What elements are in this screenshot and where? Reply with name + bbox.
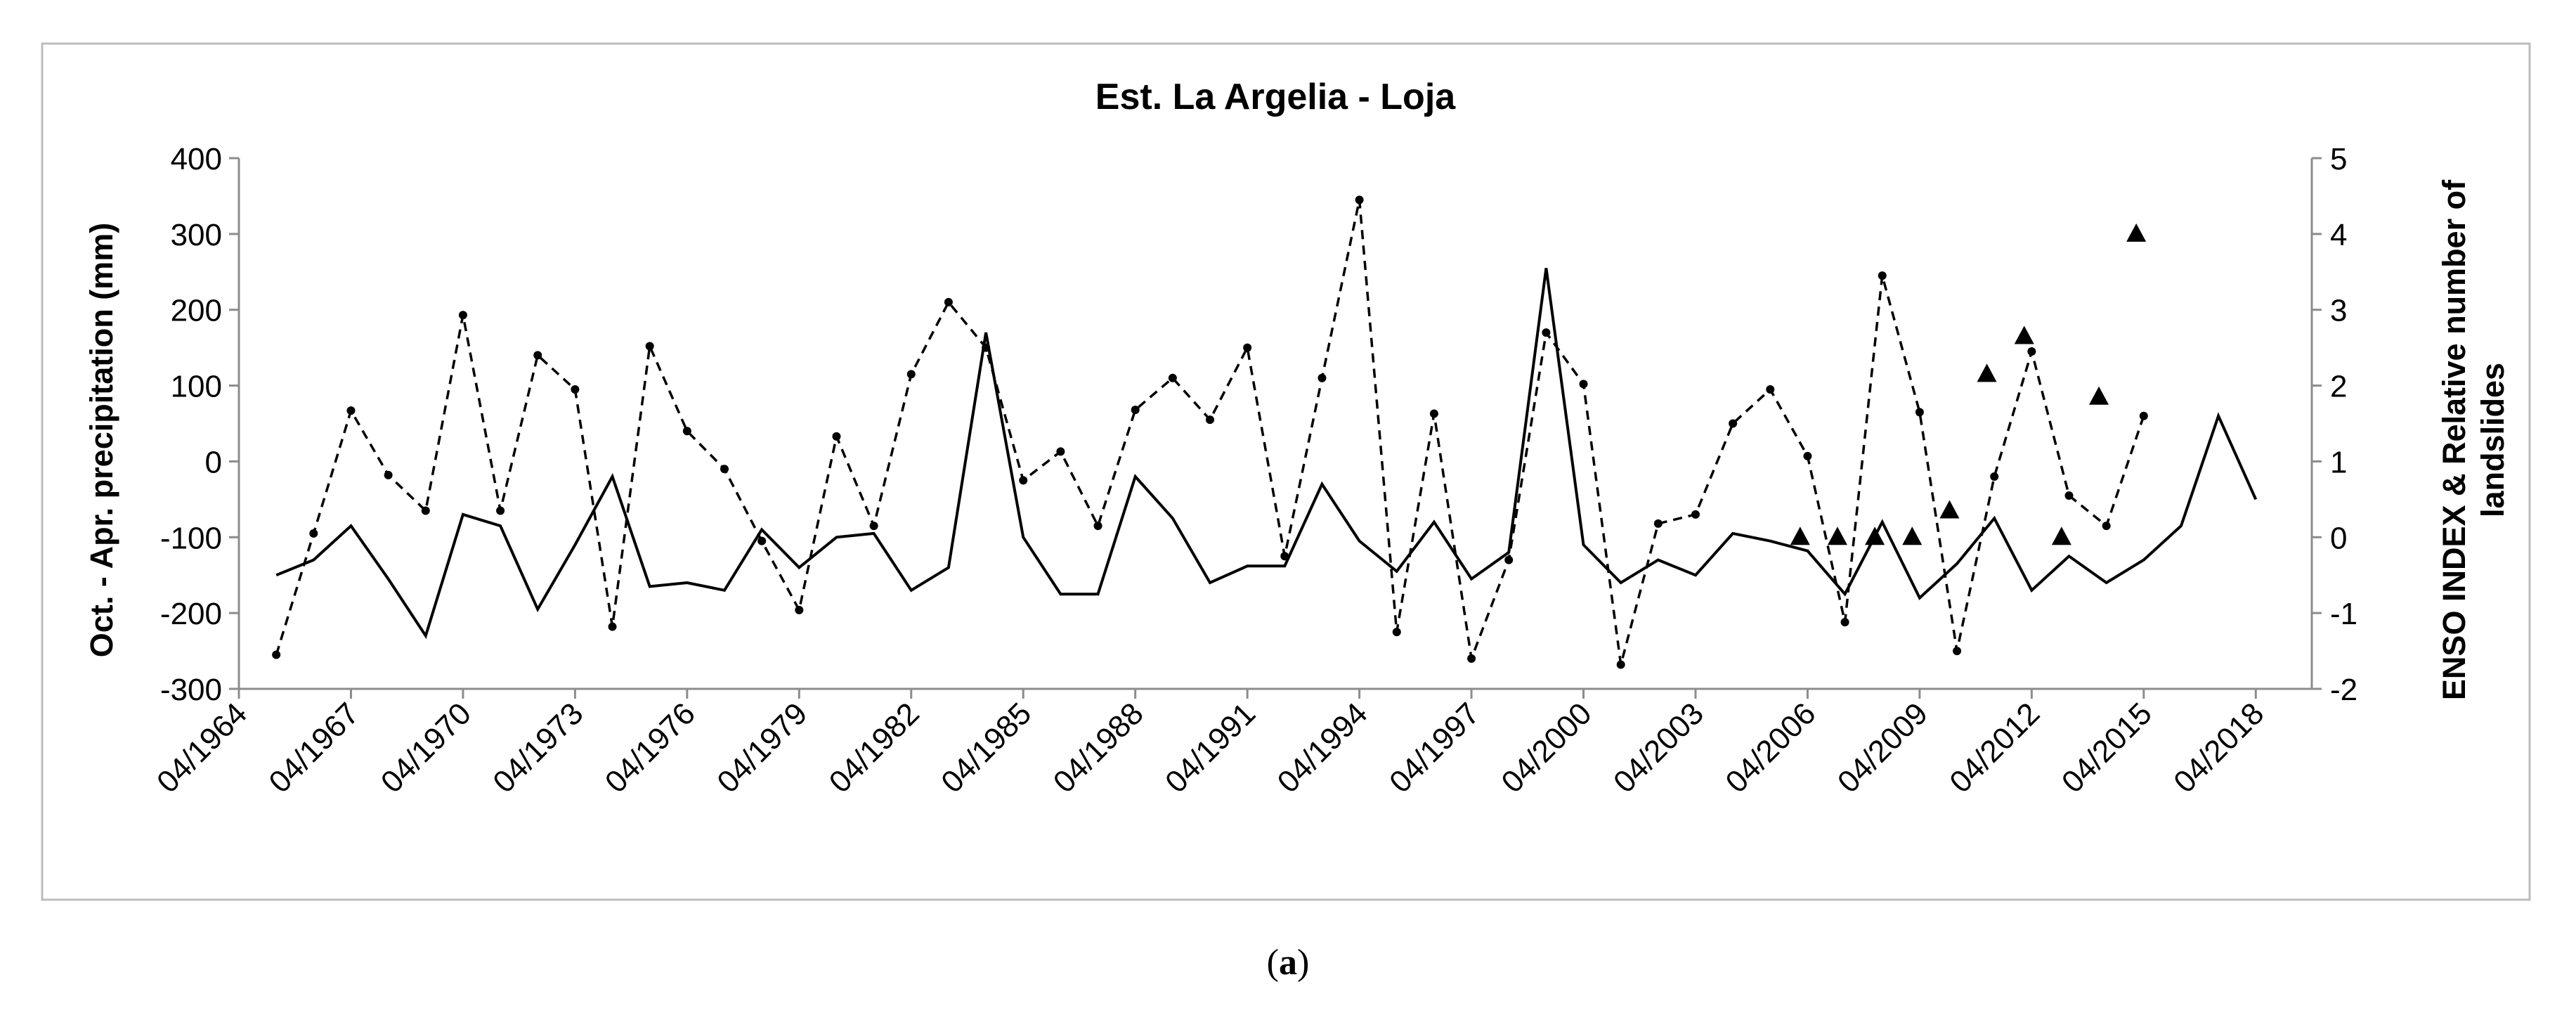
precipitation-point — [2064, 491, 2074, 500]
precipitation-point — [1131, 406, 1140, 415]
right-y-tick-label: -2 — [2330, 673, 2357, 707]
left-y-tick-label: 100 — [171, 370, 222, 404]
right-y-tick-label: 1 — [2330, 445, 2347, 479]
precipitation-point — [1355, 195, 1364, 205]
landslide-triangle-marker — [2089, 386, 2109, 405]
precipitation-point — [1168, 373, 1177, 382]
precipitation-point — [869, 522, 878, 531]
right-y-tick-label: 2 — [2330, 370, 2347, 404]
precipitation-point — [1803, 451, 1812, 460]
precipitation-point — [1318, 373, 1327, 382]
axes — [229, 157, 2322, 699]
precipitation-point — [1467, 654, 1476, 663]
precipitation-point — [1542, 328, 1551, 337]
chart-title: Est. La Argelia - Loja — [1095, 77, 1456, 117]
precipitation-point — [1392, 628, 1401, 637]
enso-index-line — [275, 268, 2258, 640]
precipitation-point — [384, 470, 393, 479]
chart-border — [41, 42, 2531, 901]
left-y-tick-label: -100 — [160, 521, 222, 555]
right-axis-title-line2: landslides — [2475, 363, 2511, 517]
precipitation-point — [720, 465, 729, 474]
precipitation-point — [1504, 555, 1514, 564]
precipitation-point — [1840, 618, 1849, 627]
right-y-tick-label: 3 — [2330, 294, 2347, 328]
left-y-tick-label: 400 — [171, 142, 222, 176]
landslide-triangle-marker — [1939, 500, 1960, 519]
precipitation-point — [1729, 419, 1738, 428]
precipitation-point — [1915, 408, 1924, 417]
precipitation-point — [645, 342, 654, 351]
landslide-triangle-marker — [1865, 526, 1885, 545]
precipitation-point — [533, 351, 542, 360]
precipitation-point — [2139, 411, 2148, 420]
precipitation-point — [1878, 271, 1887, 280]
precipitation-point — [1953, 647, 1962, 656]
precipitation-point — [1056, 447, 1065, 456]
right-y-tick-label: -1 — [2330, 597, 2357, 631]
landslide-triangle-marker — [2126, 223, 2147, 242]
precipitation-point — [757, 536, 767, 545]
series — [272, 195, 2258, 669]
right-y-tick-label: 4 — [2330, 218, 2347, 252]
left-y-tick-label: -200 — [160, 597, 222, 631]
precipitation-point — [1579, 380, 1588, 389]
precipitation-point — [2102, 522, 2111, 531]
precipitation-point — [1990, 472, 1999, 481]
precipitation-point — [346, 406, 356, 415]
precipitation-point — [272, 650, 281, 659]
landslide-triangle-marker — [2014, 325, 2034, 344]
caption-close: ) — [1297, 943, 1310, 983]
precipitation-point — [1019, 476, 1028, 485]
right-axis-title-line1: ENSO INDEX & Relative number of — [2436, 179, 2472, 700]
precipitation-point — [795, 605, 804, 614]
precipitation-point — [608, 622, 617, 631]
figure-caption: (a) — [0, 942, 2576, 983]
left-y-tick-label: -300 — [160, 673, 222, 707]
left-y-tick-label: 0 — [205, 445, 222, 479]
precipitation-point — [832, 432, 841, 441]
precipitation-point — [1691, 510, 1700, 519]
precipitation-point — [571, 384, 580, 394]
precipitation-point — [309, 529, 318, 538]
landslide-triangle-marker — [1790, 526, 1810, 545]
precipitation-point — [1653, 519, 1663, 528]
landslide-triangle-marker — [1977, 363, 1997, 382]
caption-open: ( — [1266, 943, 1279, 983]
landslide-triangle-marker — [1827, 526, 1847, 545]
precipitation-point — [1205, 415, 1214, 425]
left-y-tick-label: 200 — [171, 294, 222, 328]
landslide-triangle-marker — [1902, 526, 1923, 545]
precipitation-point — [2027, 347, 2036, 356]
caption-letter: a — [1279, 943, 1297, 983]
precipitation-point — [458, 311, 467, 320]
precipitation-point — [421, 506, 430, 515]
landslide-triangle-marker — [2051, 526, 2071, 545]
precipitation-point — [1093, 522, 1102, 531]
precipitation-point — [906, 370, 916, 379]
precipitation-point — [682, 427, 691, 436]
precipitation-point — [1429, 409, 1438, 418]
right-y-tick-label: 5 — [2330, 142, 2347, 176]
precipitation-point — [1616, 660, 1625, 669]
left-axis-title: Oct. - Apr. precipitation (mm) — [84, 223, 119, 657]
precipitation-point — [496, 506, 505, 515]
precipitation-point — [944, 297, 953, 306]
precipitation-point — [1243, 343, 1252, 352]
left-y-tick-label: 300 — [171, 218, 222, 252]
right-y-tick-label: 0 — [2330, 521, 2347, 555]
precipitation-point — [1766, 384, 1775, 394]
